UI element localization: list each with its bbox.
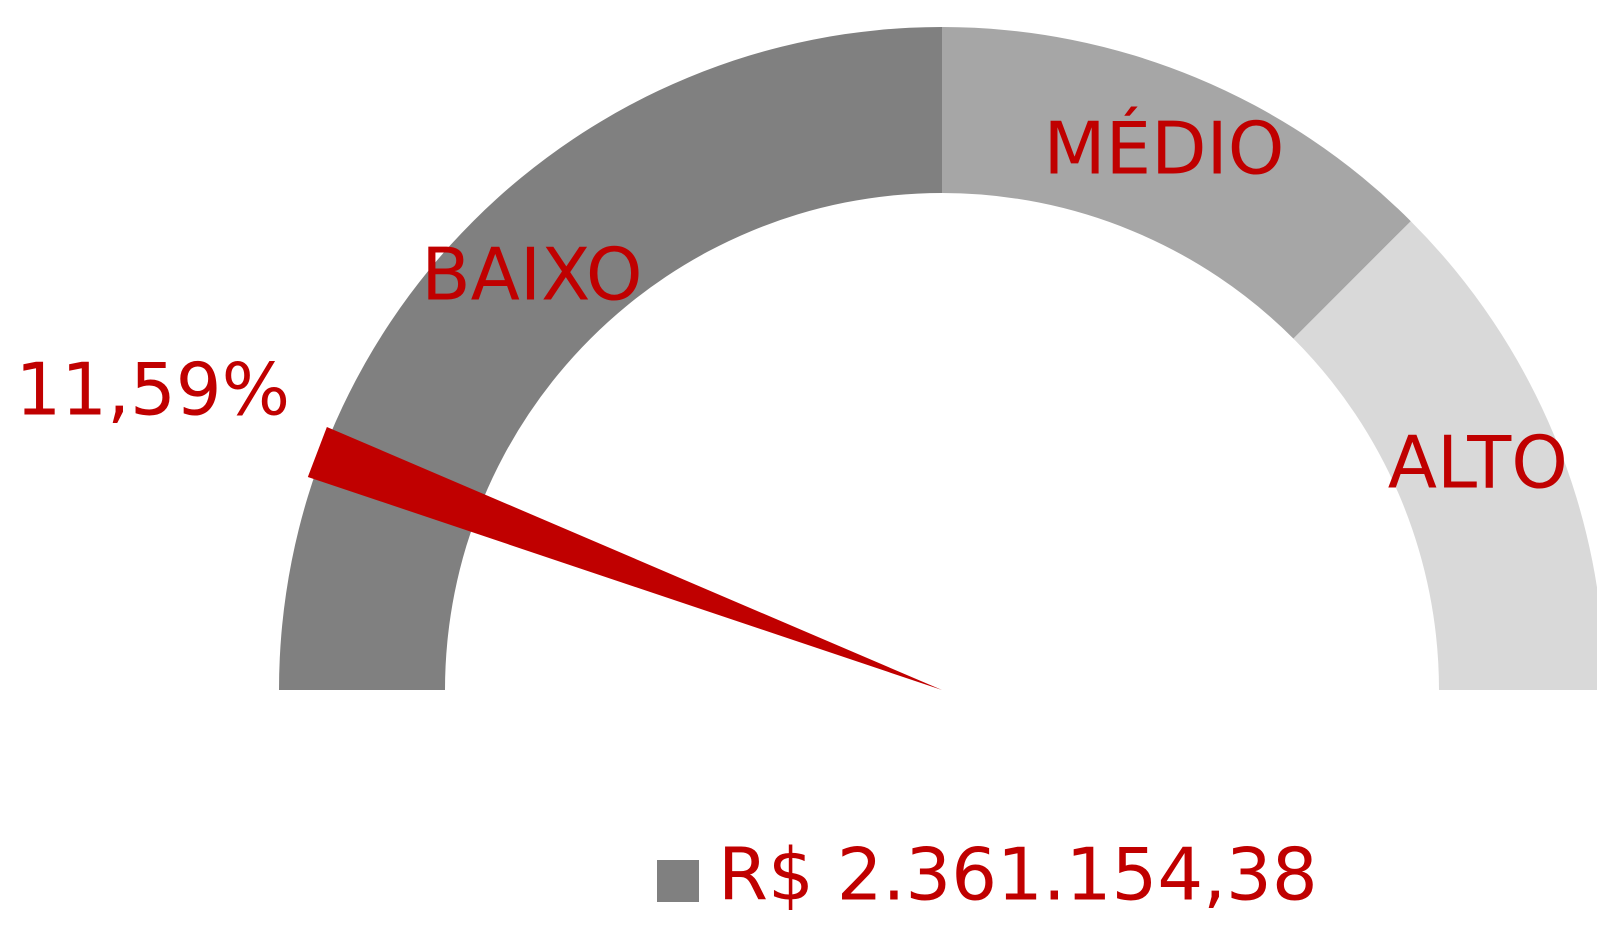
legend-label: R$ 2.361.154,38 xyxy=(718,833,1318,917)
gauge-value-label: 11,59% xyxy=(15,348,290,432)
band-label: MÉDIO xyxy=(1043,107,1284,191)
legend-swatch xyxy=(657,860,699,902)
gauge-band xyxy=(279,27,942,690)
gauge-band xyxy=(1293,221,1597,690)
gauge-band xyxy=(942,27,1411,339)
band-label: ALTO xyxy=(1388,421,1568,505)
band-label: BAIXO xyxy=(421,232,642,316)
gauge-needle xyxy=(307,426,942,690)
